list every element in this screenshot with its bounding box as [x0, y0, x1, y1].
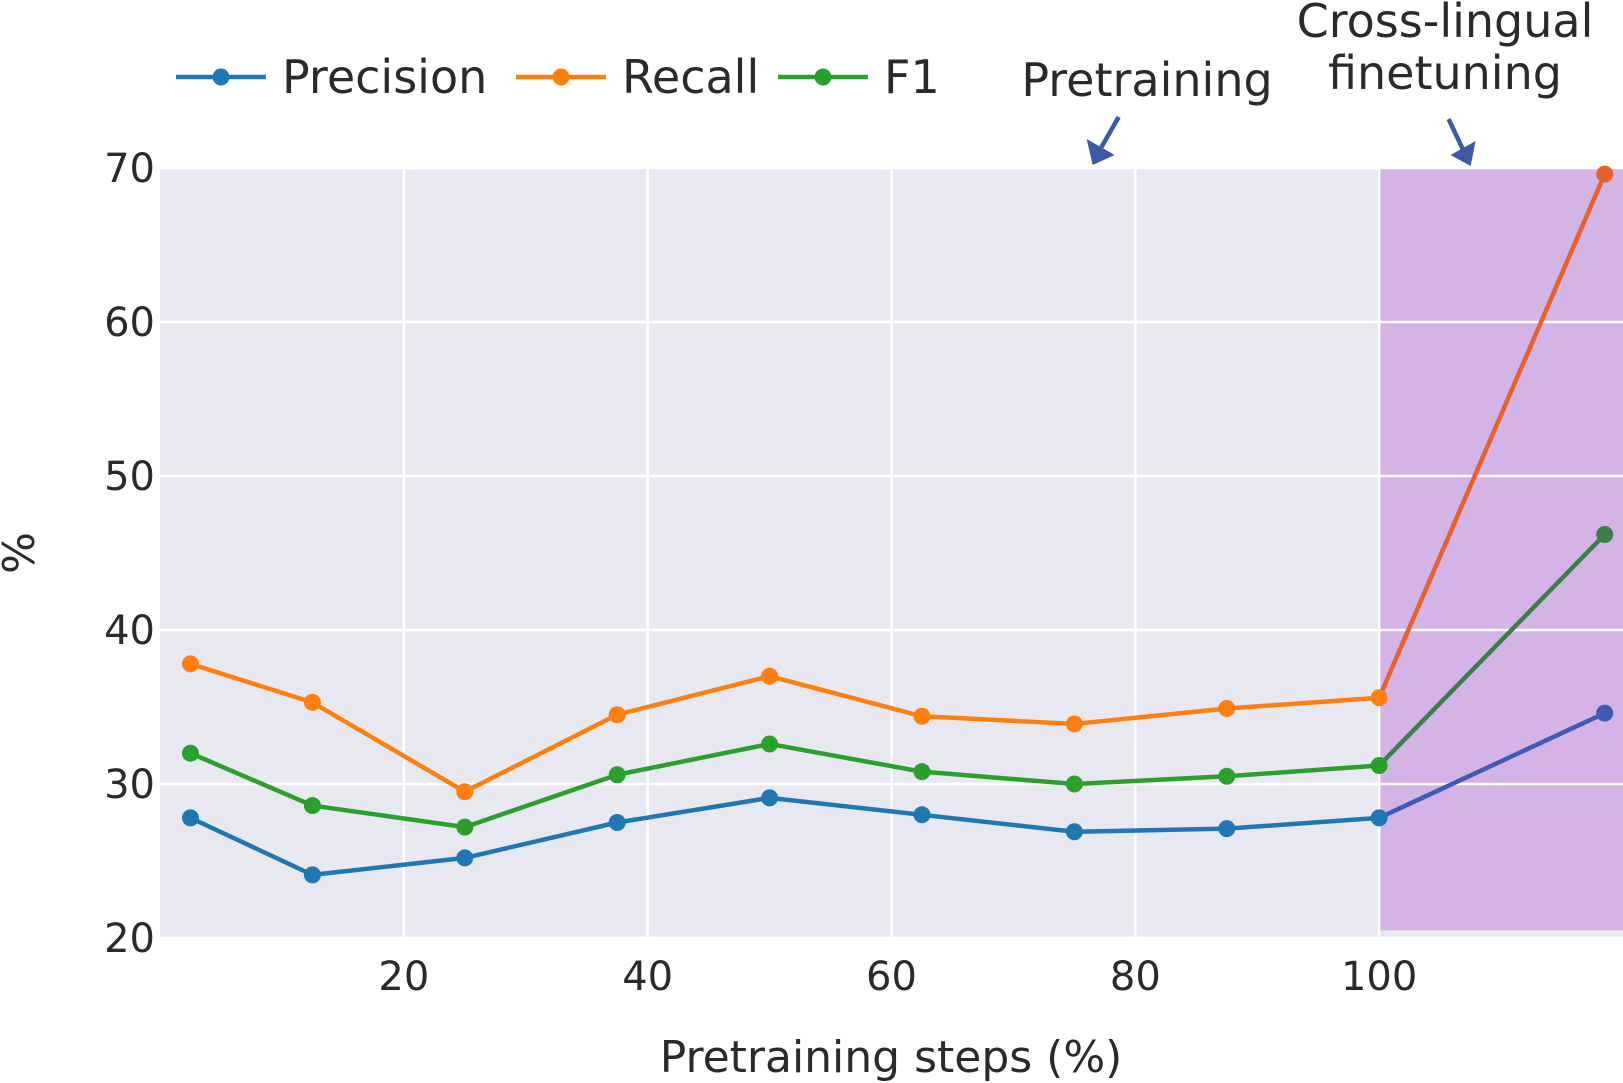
precision-point	[608, 814, 626, 831]
f1-point	[456, 818, 474, 836]
arrow-shaft	[1096, 115, 1121, 154]
f1-point	[761, 735, 779, 753]
f1-point	[608, 766, 626, 784]
precision-point	[761, 789, 779, 807]
f1-finetune-line	[1377, 532, 1607, 768]
legend-item-recall: Recall	[516, 50, 759, 104]
legend-swatch-marker	[552, 68, 570, 86]
series-precision	[181, 704, 1614, 884]
series-layer	[181, 165, 1614, 884]
recall-point	[1596, 165, 1614, 183]
legend-label: Precision	[282, 50, 487, 104]
y-tick-label: 20	[104, 916, 155, 962]
x-axis-title: Pretraining steps (%)	[660, 1032, 1123, 1083]
f1-point	[1065, 775, 1083, 793]
recall-point	[181, 655, 199, 673]
f1-point	[303, 797, 321, 815]
series-recall	[181, 165, 1614, 801]
series-f1	[181, 526, 1614, 836]
f1-point	[181, 744, 199, 762]
legend-swatch-marker	[212, 68, 230, 86]
x-tick-label: 40	[622, 954, 673, 1000]
recall-point	[1370, 689, 1388, 707]
precision-point	[1596, 704, 1614, 722]
recall-point	[761, 667, 779, 685]
recall-point	[456, 783, 474, 801]
precision-point	[303, 866, 321, 884]
f1-point	[1596, 526, 1614, 544]
legend-swatch-marker	[814, 68, 832, 86]
recall-point	[608, 706, 626, 724]
legend-label: Recall	[622, 50, 759, 104]
legend-label: F1	[884, 50, 940, 104]
arrow-shaft	[1446, 118, 1467, 154]
arrow-head	[1086, 139, 1115, 165]
y-tick-label: 30	[104, 762, 155, 808]
f1-point	[1370, 757, 1388, 775]
finetuning-highlight-layer	[1379, 168, 1623, 931]
legend-item-f1: F1	[778, 50, 940, 104]
x-tick-label: 20	[378, 954, 429, 1000]
y-tick-label: 70	[104, 146, 155, 192]
annotation-pretraining: Pretraining	[1021, 53, 1272, 107]
f1-point	[1218, 767, 1236, 785]
legend: Precision Recall F1	[176, 50, 940, 104]
arrow-head	[1450, 141, 1476, 166]
y-tick-label: 50	[104, 454, 155, 500]
precision-point	[181, 809, 199, 827]
precision-point	[1370, 809, 1388, 827]
tick-labels: 20 40 60 80 100 20 30 40 50 60 70	[104, 146, 1417, 1000]
annotation-finetuning-line: finetuning	[1328, 46, 1562, 100]
recall-point	[1065, 715, 1083, 733]
y-tick-label: 60	[104, 300, 155, 346]
recall-finetune-line	[1377, 173, 1607, 699]
y-axis-title: %	[0, 532, 45, 574]
recall-point	[913, 707, 931, 725]
grid-layer	[160, 166, 1623, 940]
recall-point	[303, 693, 321, 711]
precision-finetune-line	[1378, 711, 1606, 820]
recall-point	[1218, 700, 1236, 718]
f1-point	[913, 763, 931, 781]
x-tick-label: 80	[1110, 954, 1161, 1000]
x-tick-label: 60	[866, 954, 917, 1000]
x-tick-label: 100	[1341, 954, 1417, 1000]
legend-item-precision: Precision	[176, 50, 487, 104]
precision-point	[1065, 823, 1083, 841]
precision-point	[456, 849, 474, 867]
y-tick-label: 40	[104, 608, 155, 654]
precision-point	[1218, 820, 1236, 838]
finetuning-region	[1379, 168, 1623, 931]
annotation-finetuning-line: Cross-lingual	[1297, 0, 1594, 48]
precision-point	[913, 806, 931, 824]
